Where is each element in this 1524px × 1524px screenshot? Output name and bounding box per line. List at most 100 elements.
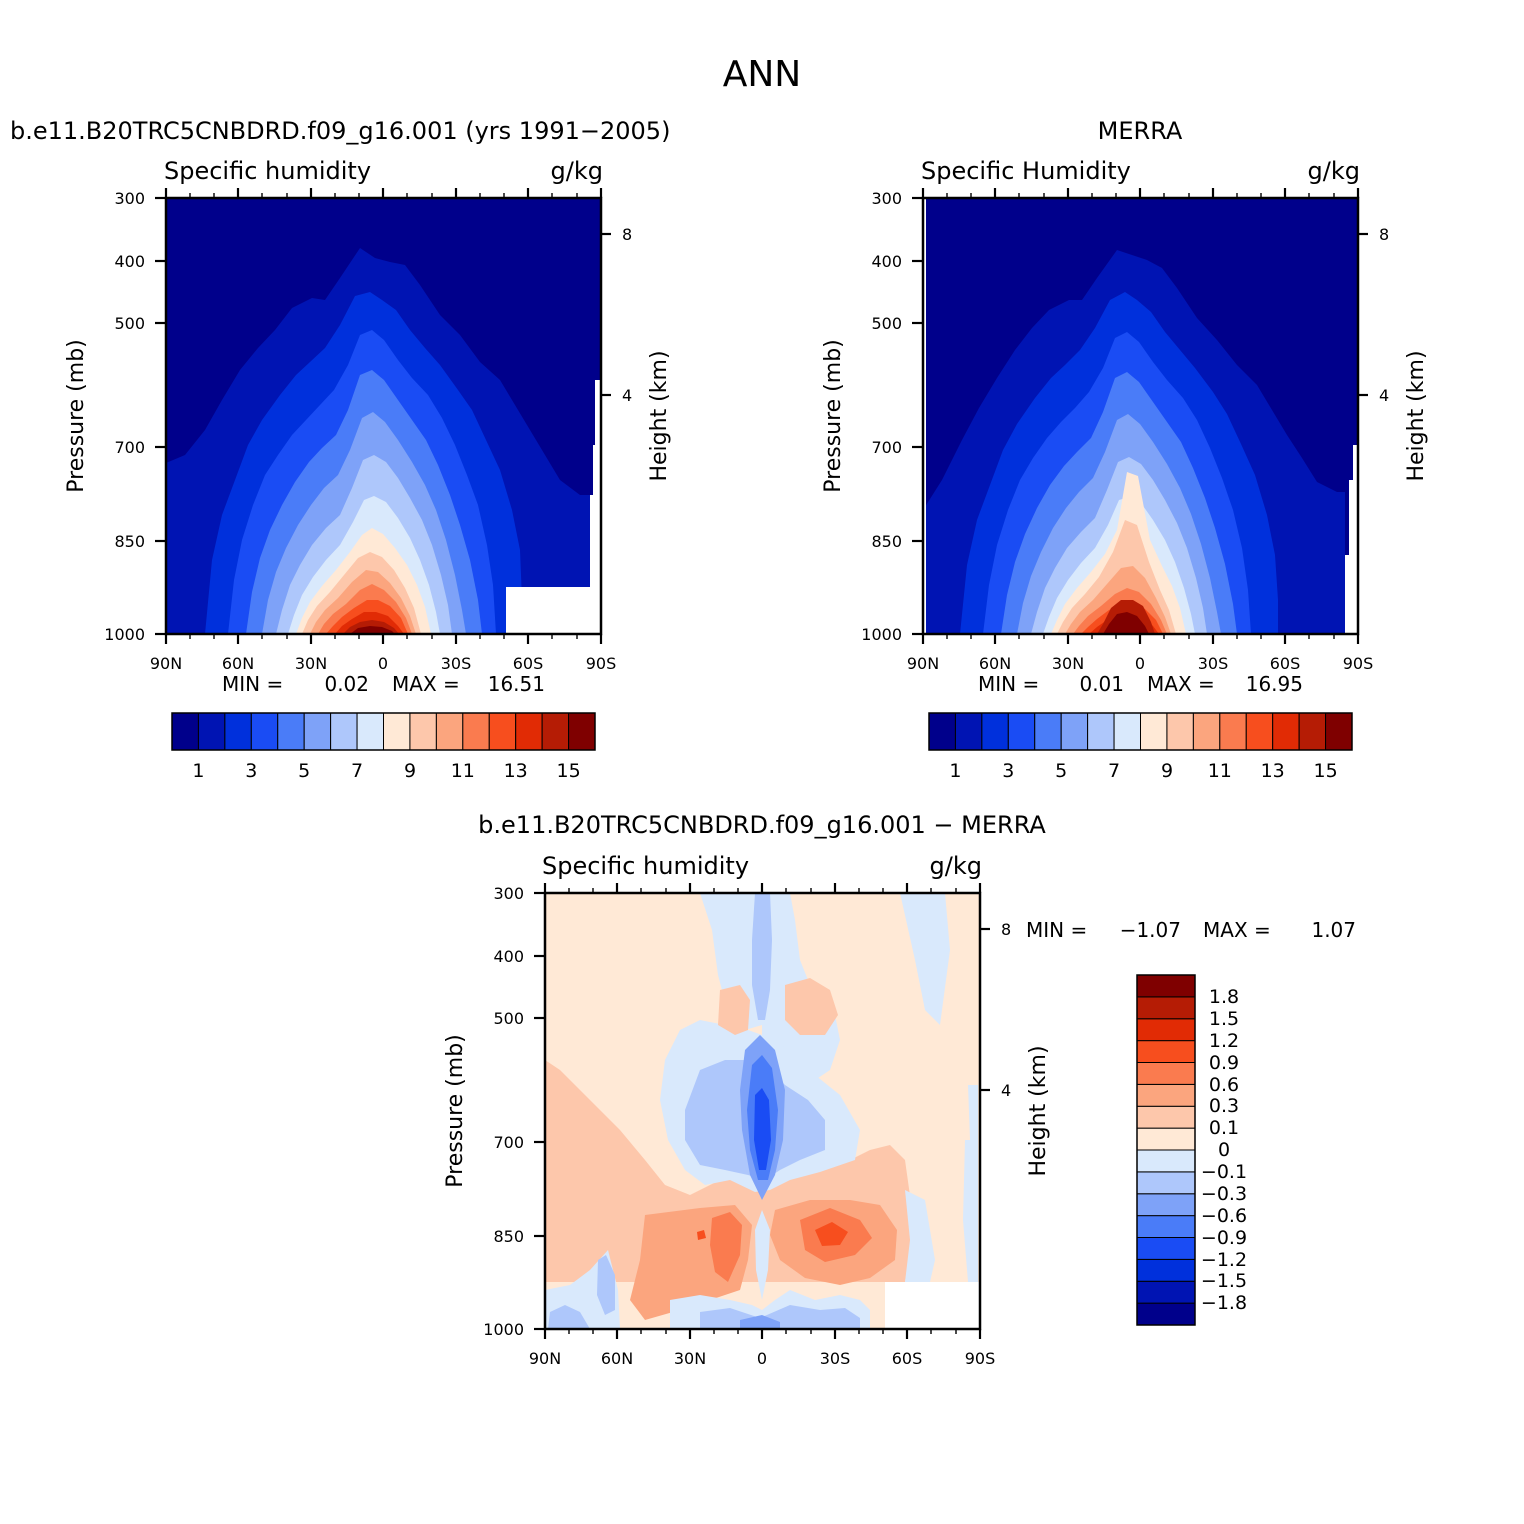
colorbar-label: 1.2 (1209, 1030, 1239, 1052)
max-value: 1.07 (1311, 918, 1356, 942)
colorbar-cells (171, 712, 596, 751)
max-value: 16.51 (488, 672, 545, 696)
x-tick-label: 30S (1198, 654, 1229, 673)
y2-tick-label: 8 (1379, 225, 1389, 244)
y-tick-label: 850 (114, 532, 145, 551)
colorbar-cell (928, 712, 956, 751)
y-tick-label: 1000 (104, 625, 145, 644)
min-value: 0.01 (1079, 672, 1124, 696)
colorbar-label: 3 (1002, 760, 1014, 782)
colorbar-cell (1325, 712, 1353, 751)
panel-diff-minmax: MIN = −1.07 MAX = 1.07 (1026, 918, 1356, 942)
colorbar-cell (356, 712, 384, 751)
colorbar-label: 9 (1161, 760, 1173, 782)
x-tick-label: 60N (222, 654, 254, 673)
max-value: 16.95 (1246, 672, 1303, 696)
panel-merra-colorbar: 1 3 5 7 9 11 13 15 (928, 712, 1353, 782)
colorbar-label: −1.2 (1201, 1249, 1247, 1271)
colorbar-cell (1140, 712, 1168, 751)
x-tick-label: 30N (674, 1349, 706, 1368)
y-tick-label: 500 (493, 1009, 524, 1028)
panel-merra-minmax: MIN = 0.01 MAX = 16.95 (978, 672, 1303, 696)
x-tick-label: 90S (965, 1349, 996, 1368)
colorbar-cell (1136, 1062, 1196, 1085)
panel-model-ylabel: Pressure (mb) (64, 339, 89, 493)
panel-merra-frame (912, 188, 1368, 644)
colorbar-label: −0.1 (1201, 1161, 1247, 1183)
x-tick-label: 60S (513, 654, 544, 673)
colorbar-cell (1166, 712, 1194, 751)
panel-diff-frame (534, 883, 990, 1339)
colorbar-label: 9 (404, 760, 416, 782)
colorbar-cell (1136, 1193, 1196, 1217)
colorbar-label: 13 (504, 760, 528, 782)
colorbar-label: 1 (949, 760, 961, 782)
x-tick-label: 90N (529, 1349, 561, 1368)
panel-model-units: g/kg (551, 157, 603, 185)
colorbar-cell (462, 712, 490, 751)
colorbar-cell (1298, 712, 1327, 751)
colorbar-cell (1136, 1083, 1196, 1107)
y-tick-label: 700 (493, 1133, 524, 1152)
max-label: MAX = (1147, 672, 1215, 696)
colorbar-cell (1007, 712, 1036, 751)
x-tick-label: 30N (1052, 654, 1084, 673)
y-tick-label: 300 (114, 189, 145, 208)
colorbar-cell (1113, 712, 1141, 751)
panel-diff-y-ticks: 300 400 500 700 850 1000 8 4 (483, 884, 1011, 1339)
panel-diff-variable: Specific humidity (542, 852, 749, 880)
y-tick-label: 400 (871, 252, 902, 271)
colorbar-cell (1136, 1280, 1196, 1304)
y-tick-label: 300 (871, 189, 902, 208)
colorbar-cell (303, 712, 332, 751)
panel-model-minmax: MIN = 0.02 MAX = 16.51 (222, 672, 545, 696)
panel-merra: MERRA Specific Humidity g/kg (821, 117, 1429, 782)
colorbar-cell (954, 712, 983, 751)
colorbar-cell (1060, 712, 1089, 751)
panel-merra-variable: Specific Humidity (921, 157, 1131, 185)
y2-tick-label: 8 (622, 225, 632, 244)
colorbar-cell (1136, 1237, 1196, 1260)
y-tick-label: 700 (114, 438, 145, 457)
colorbar-label: 0.9 (1209, 1052, 1239, 1074)
panel-diff-y2label: Height (km) (1026, 1045, 1051, 1176)
x-tick-label: 90S (1343, 654, 1374, 673)
colorbar-cell (568, 712, 596, 751)
panel-model: b.e11.B20TRC5CNBDRD.f09_g16.001 (yrs 199… (10, 117, 672, 782)
colorbar-label: 3 (245, 760, 257, 782)
x-tick-label: 0 (378, 654, 388, 673)
colorbar-cell (1219, 712, 1247, 751)
colorbar-cell (1136, 1149, 1196, 1173)
panel-model-title: b.e11.B20TRC5CNBDRD.f09_g16.001 (yrs 199… (10, 117, 670, 145)
colorbar-cell (250, 712, 279, 751)
colorbar-label: −1.8 (1201, 1292, 1247, 1314)
colorbar-label: 15 (557, 760, 581, 782)
colorbar-label: 13 (1261, 760, 1285, 782)
min-value: 0.02 (324, 672, 369, 696)
min-value: −1.07 (1120, 918, 1181, 942)
colorbar-cell (277, 712, 305, 751)
colorbar-label: 1.5 (1209, 1008, 1239, 1030)
colorbar-label: 0.3 (1209, 1095, 1239, 1117)
min-label: MIN = (978, 672, 1039, 696)
panel-merra-x-ticks: 90N 60N 30N 0 30S 60S 90S (907, 654, 1373, 673)
min-label: MIN = (1026, 918, 1087, 942)
colorbar-cell (1192, 712, 1221, 751)
panel-diff-units: g/kg (930, 852, 982, 880)
panel-diff: b.e11.B20TRC5CNBDRD.f09_g16.001 − MERRA … (443, 811, 1356, 1368)
y-tick-label: 300 (493, 884, 524, 903)
colorbar-cell (1136, 1018, 1196, 1042)
panel-diff-field (545, 893, 980, 1329)
x-tick-label: 30N (295, 654, 327, 673)
colorbar-cells (928, 712, 1353, 751)
y-tick-label: 400 (493, 947, 524, 966)
panel-diff-ylabel: Pressure (mb) (443, 1034, 468, 1188)
panel-merra-units: g/kg (1308, 157, 1360, 185)
colorbar-label: 11 (1208, 760, 1232, 782)
panel-model-y2label: Height (km) (647, 350, 672, 481)
colorbar-cell (197, 712, 226, 751)
panel-diff-title: b.e11.B20TRC5CNBDRD.f09_g16.001 − MERRA (478, 811, 1046, 839)
colorbar-cell (515, 712, 543, 751)
panel-model-frame (155, 188, 611, 644)
